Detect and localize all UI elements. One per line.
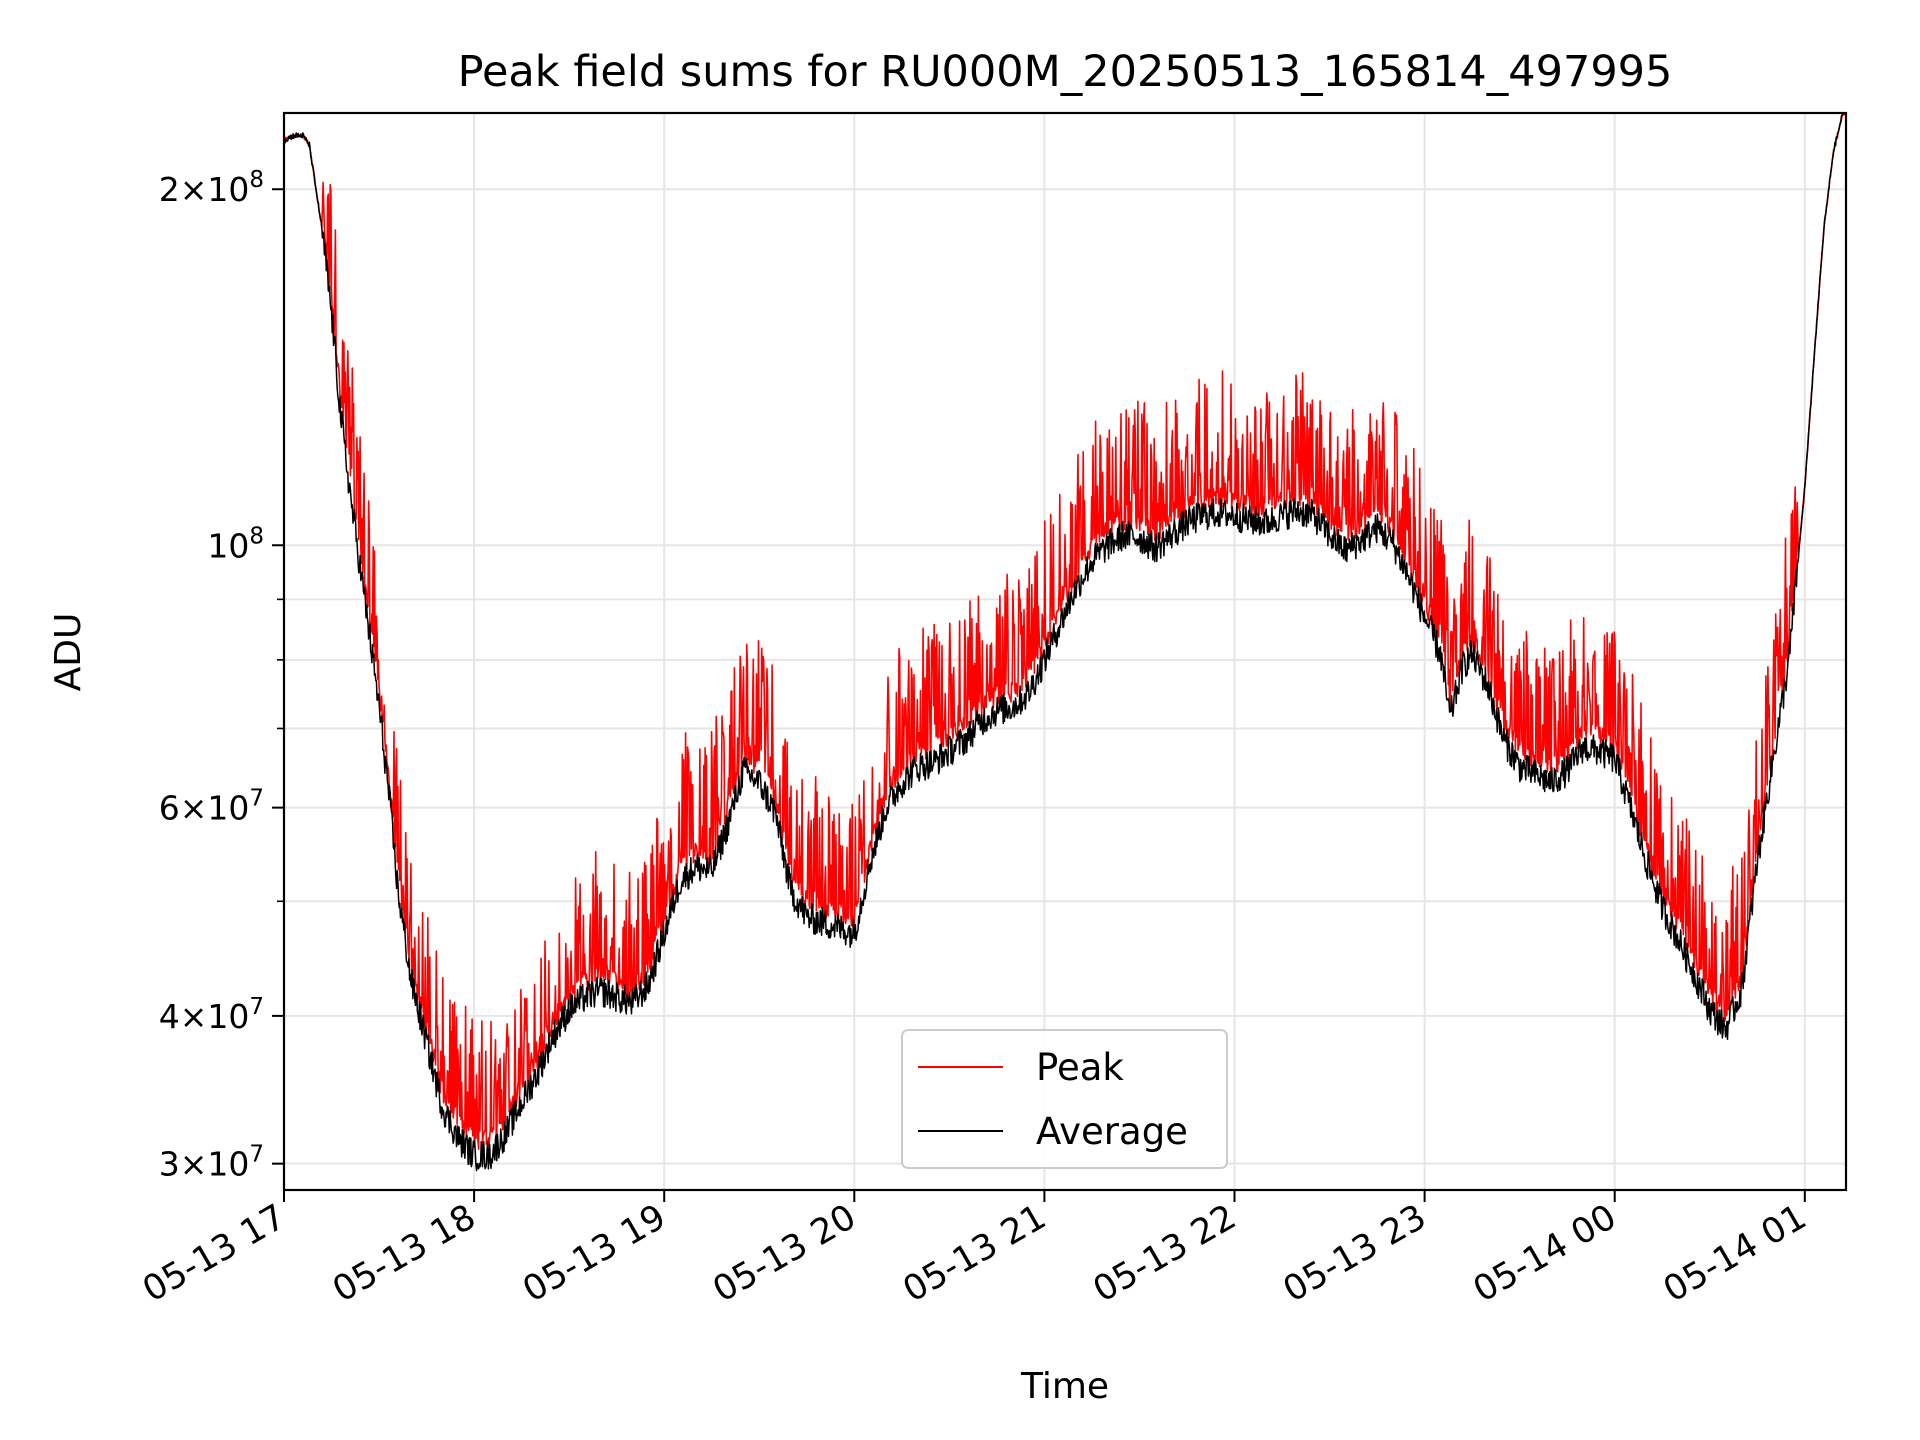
legend-label-average: Average (1036, 1110, 1188, 1153)
y-tick-label: 2×108 (159, 167, 264, 209)
series-line-peak (284, 113, 1846, 1150)
series-line-average (284, 113, 1846, 1172)
y-tick-label: 4×107 (159, 994, 264, 1036)
chart-title: Peak field sums for RU000M_20250513_1658… (458, 47, 1673, 97)
series-layer (284, 113, 1846, 1172)
x-axis-label: Time (1020, 1366, 1109, 1407)
plot-frame (282, 111, 1848, 1192)
y-axis-label: ADU (48, 613, 89, 692)
y-tick-label: 3×107 (159, 1142, 264, 1184)
y-axis: 3×107 4×107 6×107 108 2×108 (159, 167, 284, 1184)
y-tick-label: 108 (207, 523, 264, 565)
y-tick-label: 6×107 (159, 786, 264, 828)
legend-label-peak: Peak (1036, 1046, 1124, 1089)
legend: Peak Average (901, 1029, 1228, 1169)
legend-box (901, 1029, 1228, 1169)
